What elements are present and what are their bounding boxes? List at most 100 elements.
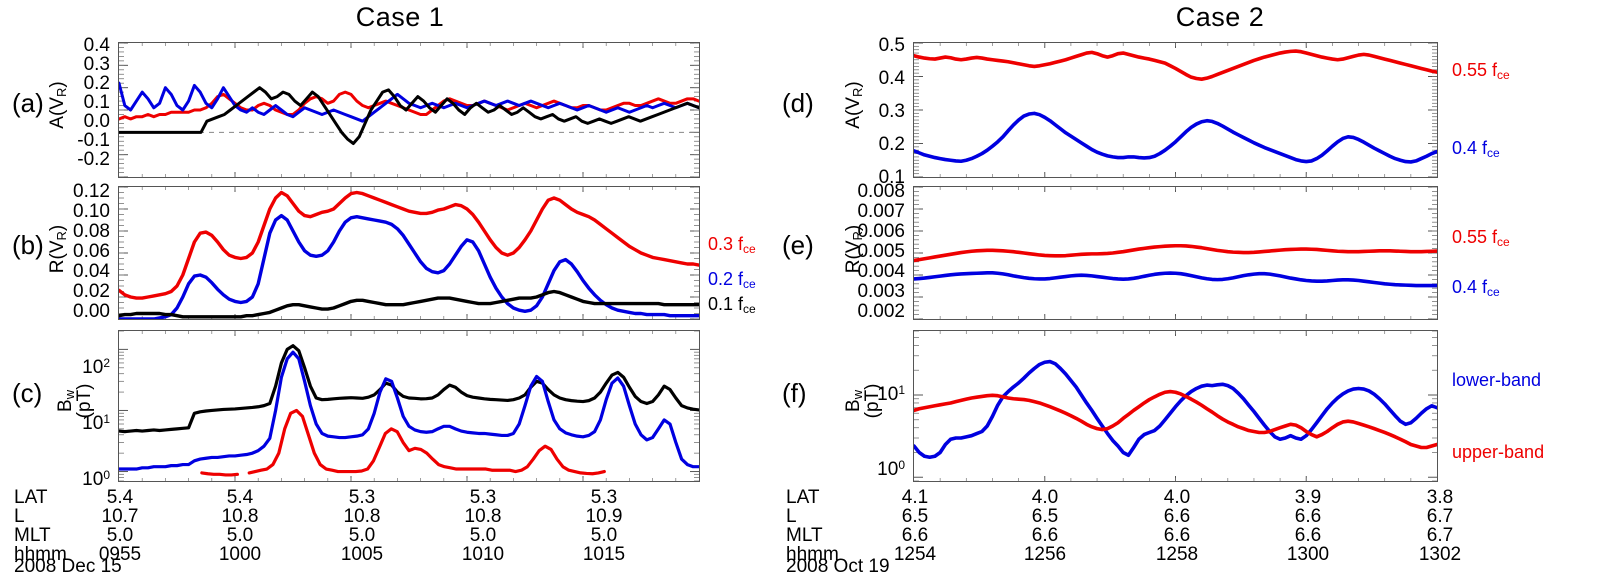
ephem1-l-2: 10.8 <box>343 506 381 527</box>
ephem1-key-mlt: MLT <box>14 525 51 546</box>
legend-b-blue-sub: ce <box>743 277 756 291</box>
panel-f-plot <box>913 330 1438 482</box>
ephem1-lat-3: 5.3 <box>469 487 497 508</box>
legend-b-red: 0.3 fce <box>708 234 756 256</box>
ephem1-lat-4: 5.3 <box>590 487 618 508</box>
ephem2-l-4: 6.7 <box>1426 506 1454 527</box>
legend-b-black: 0.1 fce <box>708 294 756 316</box>
ytick-a-2: 0.2 <box>83 73 110 94</box>
ephem1-key-l: L <box>14 506 25 527</box>
panel-c-plot <box>118 330 700 482</box>
ephem1-lat-2: 5.3 <box>348 487 376 508</box>
legend-d-blue-text: 0.4 f <box>1452 138 1488 158</box>
ephem1-hhmm-1: 1000 <box>218 544 262 565</box>
ephem2-key-mlt: MLT <box>786 525 823 546</box>
case1-date: 2008 Dec 15 <box>14 556 122 577</box>
series-0-1-f-ce <box>119 289 699 319</box>
ephem1-key-hhmm: hhmm <box>14 544 67 565</box>
ephem1-l-3: 10.8 <box>464 506 502 527</box>
legend-f-lower-text: lower-band <box>1452 370 1542 390</box>
ephem1-hhmm-3: 1010 <box>461 544 505 565</box>
series-red <box>200 408 606 477</box>
ytick-e-5: 0.003 <box>857 281 905 302</box>
ephem2-lat-0: 4.1 <box>901 487 929 508</box>
ytick-d-4: 0.1 <box>878 167 905 188</box>
ytick-e-2: 0.006 <box>857 221 905 242</box>
series-0-55-f-ce <box>914 243 1437 263</box>
ytick-a-5: -0.1 <box>77 130 110 151</box>
ephem2-l-2: 6.6 <box>1163 506 1191 527</box>
panel-letter-b: (b) <box>12 230 44 260</box>
panel-d-plot <box>913 42 1438 178</box>
panel-letter-a: (a) <box>12 88 44 118</box>
ephem2-key-hhmm: hhmm <box>786 544 839 565</box>
legend-d-red-text: 0.55 f <box>1452 60 1498 80</box>
series-0-2-f-ce <box>119 213 699 319</box>
panel-letter-c: (c) <box>12 378 43 408</box>
legend-e-blue-text: 0.4 f <box>1452 277 1488 297</box>
ytick-b-3: 0.06 <box>73 241 110 262</box>
legend-f-upper-text: upper-band <box>1452 442 1545 462</box>
legend-f-upper: upper-band <box>1452 442 1544 463</box>
legend-e-red-sub: ce <box>1497 235 1510 249</box>
ytick-f-1: 100 <box>877 458 905 480</box>
legend-e-red-text: 0.55 f <box>1452 227 1498 247</box>
ephem1-l-0: 10.7 <box>101 506 139 527</box>
panel-letter-e: (e) <box>782 230 814 260</box>
legend-b-blue: 0.2 fce <box>708 269 756 291</box>
ephem2-lat-4: 3.8 <box>1426 487 1454 508</box>
ephem1-hhmm-2: 1005 <box>340 544 384 565</box>
panel-b-plot <box>118 186 700 320</box>
legend-b-black-text: 0.1 f <box>708 294 744 314</box>
ytick-c-1: 101 <box>82 412 110 434</box>
ephem2-mlt-1: 6.6 <box>1031 525 1059 546</box>
legend-b-black-sub: ce <box>743 302 756 316</box>
ephem2-hhmm-3: 1300 <box>1286 544 1330 565</box>
ytick-e-6: 0.002 <box>857 301 905 322</box>
case2-date: 2008 Oct 19 <box>786 556 890 577</box>
ytick-c-0: 102 <box>82 356 110 378</box>
ytick-e-4: 0.004 <box>857 261 905 282</box>
ephem1-mlt-1: 5.0 <box>226 525 254 546</box>
ytick-d-1: 0.4 <box>878 68 905 89</box>
ytick-f-0: 101 <box>877 383 905 405</box>
legend-d-blue-sub: ce <box>1487 146 1500 160</box>
ytick-e-1: 0.007 <box>857 201 905 222</box>
ephem2-key-l: L <box>786 506 797 527</box>
panel-letter-d: (d) <box>782 88 814 118</box>
ytick-d-0: 0.5 <box>878 35 905 56</box>
legend-d-blue: 0.4 fce <box>1452 138 1500 160</box>
ytick-b-4: 0.04 <box>73 261 110 282</box>
ephem2-l-0: 6.5 <box>901 506 929 527</box>
series-0-4-f-ce <box>914 271 1437 288</box>
series-0-55-f-ce <box>914 49 1437 81</box>
legend-d-red-sub: ce <box>1497 68 1510 82</box>
legend-b-red-sub: ce <box>743 242 756 256</box>
ephem1-hhmm-4: 1015 <box>582 544 626 565</box>
ytick-a-1: 0.3 <box>83 54 110 75</box>
ytick-e-0: 0.008 <box>857 181 905 202</box>
ytick-b-2: 0.08 <box>73 221 110 242</box>
series-blue <box>119 350 699 471</box>
ephem1-mlt-0: 5.0 <box>106 525 134 546</box>
ephem1-hhmm-0: 0955 <box>98 544 142 565</box>
ephem1-mlt-4: 5.0 <box>590 525 618 546</box>
ytick-b-1: 0.10 <box>73 201 110 222</box>
ephem1-l-4: 10.9 <box>585 506 623 527</box>
ytick-d-3: 0.2 <box>878 134 905 155</box>
panel-letter-f: (f) <box>782 378 807 408</box>
legend-e-blue: 0.4 fce <box>1452 277 1500 299</box>
ephem2-mlt-0: 6.6 <box>901 525 929 546</box>
ephem1-l-1: 10.8 <box>221 506 259 527</box>
ytick-a-4: 0.0 <box>83 111 110 132</box>
legend-b-red-text: 0.3 f <box>708 234 744 254</box>
ephem2-key-lat: LAT <box>786 487 820 508</box>
ephem2-mlt-4: 6.7 <box>1426 525 1454 546</box>
ephem2-lat-2: 4.0 <box>1163 487 1191 508</box>
ytick-e-3: 0.005 <box>857 241 905 262</box>
ephem2-hhmm-0: 1254 <box>893 544 937 565</box>
ephem2-mlt-2: 6.6 <box>1163 525 1191 546</box>
ephem2-l-3: 6.6 <box>1294 506 1322 527</box>
series-upper-band <box>914 389 1437 450</box>
ephem2-lat-3: 3.9 <box>1294 487 1322 508</box>
